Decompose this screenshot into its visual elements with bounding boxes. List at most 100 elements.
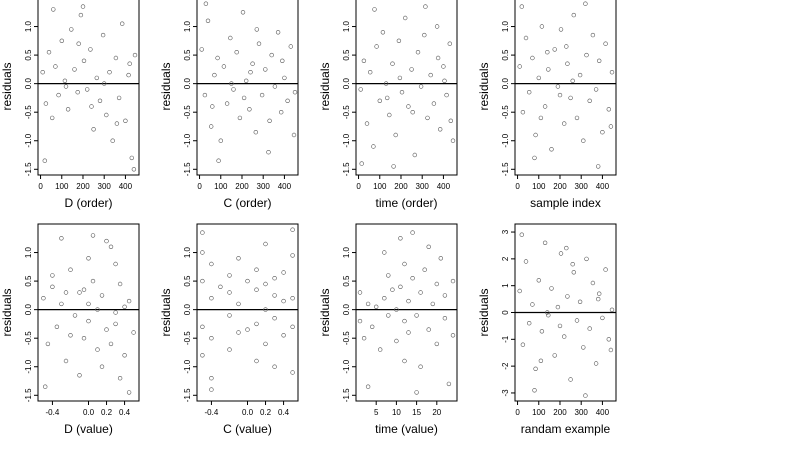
data-point (425, 115, 430, 121)
y-tick-label: -1.5 (342, 162, 351, 176)
data-point (218, 284, 223, 289)
data-point (54, 324, 60, 329)
data-point (86, 318, 91, 324)
y-axis-title: residuals (0, 288, 14, 336)
data-point (561, 121, 567, 126)
y-axis-title: residuals (318, 62, 332, 110)
y-tick-label: -1.0 (24, 359, 33, 373)
data-point (394, 338, 399, 344)
data-point (237, 115, 243, 121)
data-point (72, 313, 78, 318)
data-point (248, 69, 253, 75)
y-tick-label: 0.5 (342, 275, 351, 287)
x-tick-label: 10 (392, 408, 401, 417)
data-point (552, 47, 557, 52)
plot-panel-2: 0 100 200 300 400 -1.5 -1.0 -0.5 0.0 0.5 1.0 C (ord… (159, 0, 299, 210)
data-point (68, 333, 73, 338)
y-tick-label: -1 (501, 335, 510, 343)
y-tick-label: -0.5 (24, 105, 33, 119)
x-axis-title: C (order) (223, 196, 271, 210)
y-tick-label: 0.5 (501, 49, 510, 61)
data-point (520, 342, 526, 347)
x-tick-label: 200 (394, 182, 408, 191)
data-point (364, 121, 370, 126)
data-point (402, 261, 407, 267)
data-point (386, 273, 391, 278)
data-point (123, 118, 128, 124)
data-point (113, 321, 118, 327)
y-tick-label: -0.5 (24, 331, 33, 345)
data-point (555, 304, 561, 310)
data-point (227, 313, 232, 318)
plot-panel-3: 0 100 200 300 400 -1.5 -1.0 -0.5 0.0 0.5 1.0 time (… (318, 0, 458, 210)
data-point (374, 304, 379, 309)
data-point (568, 377, 573, 382)
data-point (609, 69, 615, 75)
data-point (387, 112, 392, 118)
data-point (386, 313, 391, 318)
data-point (532, 388, 537, 393)
data-point (209, 296, 214, 301)
data-point (245, 327, 250, 332)
x-tick-label: 0.4 (278, 408, 290, 417)
data-point (200, 230, 205, 235)
data-point (418, 84, 424, 89)
data-point (396, 38, 402, 43)
data-point (418, 364, 423, 369)
y-tick-label: 0.0 (501, 78, 510, 90)
data-point (581, 138, 586, 143)
data-point (45, 341, 51, 347)
data-point (100, 32, 106, 38)
data-point (391, 164, 396, 169)
data-point (542, 240, 548, 246)
data-point (438, 127, 443, 132)
x-tick-label: 0 (38, 182, 43, 191)
y-tick-label: 1.0 (342, 20, 351, 32)
data-point (517, 288, 522, 294)
y-tick-label: 0 (501, 310, 510, 315)
data-point (584, 256, 589, 262)
data-point (380, 30, 386, 35)
data-point (374, 44, 379, 49)
data-point (116, 95, 122, 101)
data-point (410, 109, 415, 115)
data-point (122, 304, 127, 309)
data-point (81, 58, 87, 63)
data-point (415, 49, 421, 55)
data-point (447, 41, 452, 46)
data-point (290, 324, 295, 329)
data-point (245, 278, 250, 284)
data-point (546, 67, 551, 72)
data-point (446, 381, 452, 387)
y-tick-label: -1.0 (183, 359, 192, 373)
data-point (99, 364, 105, 369)
data-point (234, 49, 239, 55)
data-point (564, 245, 569, 251)
data-point (63, 84, 69, 89)
data-point (450, 278, 456, 284)
data-point (422, 267, 427, 272)
plot-frame (355, 0, 458, 176)
data-point (608, 124, 614, 129)
data-point (113, 261, 118, 267)
data-point (290, 370, 295, 375)
data-point (110, 138, 115, 143)
y-tick-label: 0.0 (183, 78, 192, 90)
data-point (209, 376, 214, 381)
data-point (212, 72, 217, 78)
data-point (117, 281, 123, 287)
data-point (545, 310, 550, 315)
data-point (358, 87, 363, 92)
y-tick-label: 1.0 (183, 246, 192, 258)
data-point (86, 256, 91, 261)
data-point (526, 89, 532, 95)
data-point (263, 341, 268, 347)
data-point (450, 333, 456, 338)
plot-panel-4: 0 100 200 300 400 -1.5 -1.0 -0.5 0.0 0.5 1.0 sample… (477, 0, 617, 210)
data-point (412, 152, 417, 158)
data-point (46, 49, 52, 55)
data-point (538, 358, 544, 363)
data-point (444, 92, 449, 98)
data-point (263, 307, 268, 312)
